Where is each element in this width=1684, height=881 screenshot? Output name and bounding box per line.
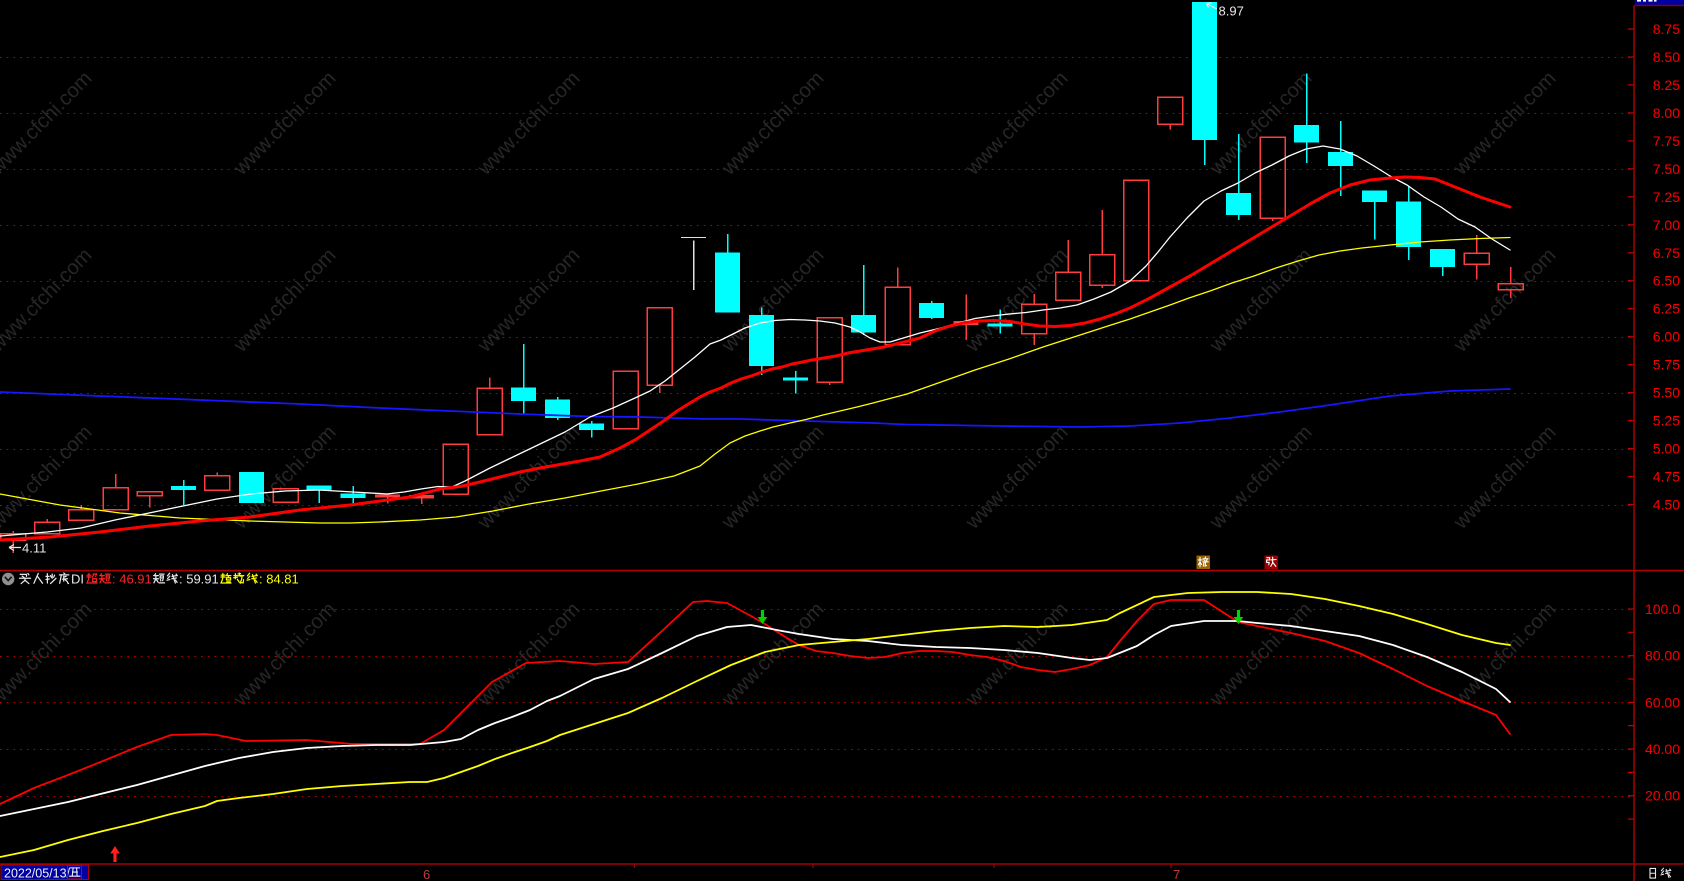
svg-text:5.25: 5.25 [1653,413,1680,429]
svg-text:5.50: 5.50 [1653,385,1680,401]
svg-text:60.00: 60.00 [1645,694,1680,710]
svg-text:20.00: 20.00 [1645,788,1680,804]
svg-text:DI: DI [71,572,84,587]
svg-text:4.11: 4.11 [22,541,46,556]
svg-text:4.75: 4.75 [1653,469,1680,485]
svg-text:7.25: 7.25 [1653,189,1680,205]
svg-text:7: 7 [1173,867,1180,881]
svg-text:100.0: 100.0 [1645,601,1680,617]
svg-text:6.00: 6.00 [1653,329,1680,345]
svg-text:7.00: 7.00 [1653,217,1680,233]
svg-text:6: 6 [423,867,430,881]
svg-text:80.00: 80.00 [1645,648,1680,664]
svg-text:6.50: 6.50 [1653,273,1680,289]
svg-text:: 46.91: : 46.91 [112,572,152,587]
svg-text:4.50: 4.50 [1653,497,1680,513]
svg-text:6.25: 6.25 [1653,301,1680,317]
svg-text:: 84.81: : 84.81 [259,572,299,587]
svg-text:5.00: 5.00 [1653,441,1680,457]
svg-text:5.75: 5.75 [1653,357,1680,373]
svg-text:6.75: 6.75 [1653,245,1680,261]
svg-text:8.25: 8.25 [1653,77,1680,93]
svg-text:8.00: 8.00 [1653,105,1680,121]
svg-text:40.00: 40.00 [1645,741,1680,757]
svg-text:8.50: 8.50 [1653,49,1680,65]
svg-text:8.97: 8.97 [1219,4,1244,19]
svg-text:7.75: 7.75 [1653,133,1680,149]
svg-text:8.75: 8.75 [1653,21,1680,37]
svg-text:7.50: 7.50 [1653,161,1680,177]
svg-text:2022/05/13/: 2022/05/13/ [4,867,71,881]
svg-text:: 59.91: : 59.91 [179,572,219,587]
